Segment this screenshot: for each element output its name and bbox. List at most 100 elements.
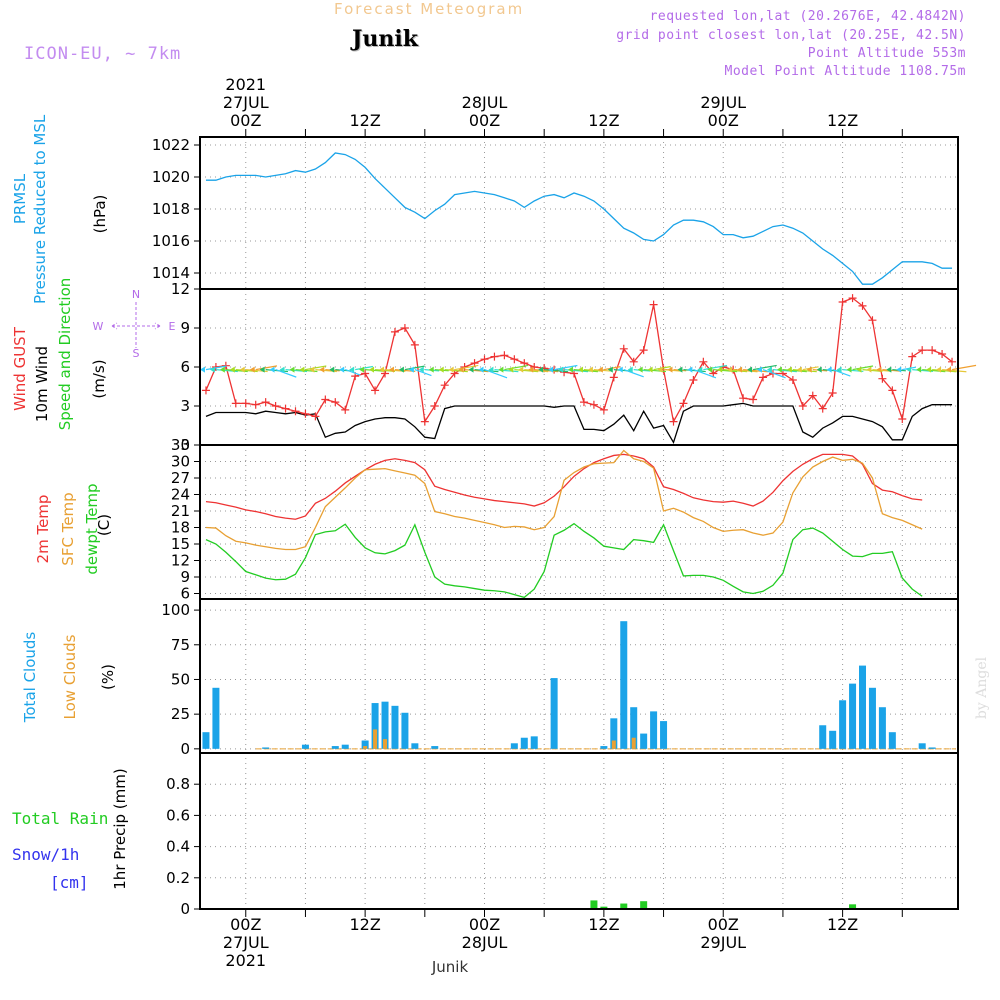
- low-cloud-bar: [383, 739, 388, 749]
- wind-arrow: [703, 364, 728, 371]
- wind-arrowhead: [478, 366, 484, 373]
- wind-arrow: [444, 369, 468, 373]
- time-label-top: 00Z: [708, 111, 739, 130]
- gust-marker: [241, 399, 250, 408]
- wind-arrow: [554, 364, 578, 371]
- compass-w: W: [93, 320, 104, 333]
- wind-arrowhead: [408, 366, 414, 373]
- wind-arrow: [782, 369, 807, 373]
- wind-arrowhead: [388, 366, 394, 373]
- meteogram-title: Forecast Meteogram: [334, 0, 525, 18]
- wind-arrowhead: [229, 366, 235, 373]
- gust-marker: [510, 355, 519, 364]
- requested-coords: requested lon,lat (20.2676E, 42.4842N): [649, 9, 966, 24]
- wind-arrowhead: [737, 366, 743, 373]
- y-tick-label: 0: [180, 740, 190, 758]
- time-label-bottom: 00Z: [708, 915, 739, 934]
- wind-arrowhead: [607, 366, 613, 373]
- y-tick-label: 1022: [152, 136, 190, 154]
- point-altitude: Point Altitude 553m: [807, 46, 966, 61]
- compass-e: E: [169, 320, 176, 333]
- gust-marker: [838, 298, 847, 306]
- gust-marker: [341, 405, 350, 414]
- gust-marker: [629, 357, 638, 366]
- total-cloud-bar: [819, 725, 827, 749]
- total-cloud-bar: [849, 683, 857, 749]
- low-cloud-bar: [363, 746, 368, 749]
- time-label-top: 28JUL: [462, 93, 508, 112]
- snow-label: Snow/1h: [12, 845, 80, 864]
- wind-arrowhead: [806, 366, 812, 373]
- wind-arrowhead: [816, 366, 822, 373]
- gust-marker: [649, 300, 658, 309]
- time-label-top: 12Z: [349, 111, 380, 130]
- wind-arrow: [663, 369, 682, 372]
- gust-marker: [709, 369, 718, 378]
- wind-arrowhead: [249, 366, 255, 373]
- gust-marker: [261, 398, 270, 407]
- wind-arrowhead: [379, 366, 385, 373]
- wind-arrowhead: [846, 366, 852, 373]
- gust-marker: [271, 402, 280, 410]
- total-cloud-bar: [550, 678, 558, 749]
- wind-arrowhead: [259, 366, 265, 373]
- panel-frame-pressure: [199, 136, 959, 290]
- wind-arrow: [564, 369, 589, 373]
- gust-marker: [440, 381, 449, 390]
- gust-marker: [400, 324, 409, 332]
- time-label-bottom: 12Z: [349, 915, 380, 934]
- gust-marker: [878, 374, 887, 383]
- wind-arrowhead: [866, 366, 872, 373]
- gust-marker: [808, 391, 817, 400]
- rain-bar: [600, 906, 608, 909]
- gust-marker: [599, 405, 608, 414]
- time-label-top: 00Z: [469, 111, 500, 130]
- wind-arrowhead: [836, 366, 842, 373]
- gust-marker: [639, 346, 648, 355]
- wind-arrowhead: [707, 366, 713, 373]
- wind-arrowhead: [856, 366, 862, 373]
- y-tick-label: 75: [171, 636, 190, 654]
- y-tick-label: 0: [180, 900, 190, 918]
- total-cloud-bar: [640, 733, 648, 749]
- gust-marker: [908, 352, 917, 361]
- time-label-top: 12Z: [827, 111, 858, 130]
- wind-arrowhead: [568, 366, 574, 373]
- total-cloud-bar: [431, 746, 439, 749]
- grid-point-coords: grid point closest lon,lat (20.25E, 42.5…: [616, 28, 966, 43]
- total-cloud-bar: [829, 730, 837, 749]
- gust-marker: [858, 301, 867, 310]
- prmsl-line: [205, 152, 953, 285]
- gust-marker: [788, 376, 797, 384]
- compass-rose: N S W E: [93, 288, 176, 360]
- wind-arrowhead: [488, 366, 494, 373]
- total-cloud-bar: [520, 737, 528, 749]
- wind-arrowhead: [757, 366, 763, 373]
- total-cloud-bar: [888, 732, 896, 749]
- total-cloud-bar: [918, 743, 926, 749]
- wind-arrowhead: [319, 366, 325, 373]
- wind-arrowhead: [518, 366, 524, 373]
- y-tick-label: 0: [180, 436, 190, 454]
- gust-marker: [679, 399, 688, 408]
- compass-s: S: [133, 347, 140, 360]
- wind-arrowhead: [677, 366, 683, 373]
- y-tick-label: 0.4: [166, 838, 190, 856]
- wind-arrowhead: [528, 366, 534, 373]
- wind-arrowhead: [597, 366, 603, 373]
- wind-arrow: [414, 369, 432, 377]
- total-cloud-bar: [839, 700, 847, 749]
- y-tick-label: 33: [171, 436, 190, 454]
- wind-arrowhead: [667, 366, 673, 373]
- total-cloud-bar: [262, 747, 270, 749]
- wind-arrowhead: [329, 366, 335, 373]
- total-cloud-bar: [301, 744, 309, 749]
- total-cloud-bar: [391, 705, 399, 749]
- gust-marker: [371, 386, 380, 395]
- wind-arrowhead: [219, 366, 225, 373]
- gust-marker: [420, 417, 429, 426]
- gust-marker: [669, 417, 678, 426]
- gust-marker: [759, 373, 768, 382]
- time-label-bottom: 12Z: [588, 915, 619, 934]
- gust-marker: [619, 344, 628, 353]
